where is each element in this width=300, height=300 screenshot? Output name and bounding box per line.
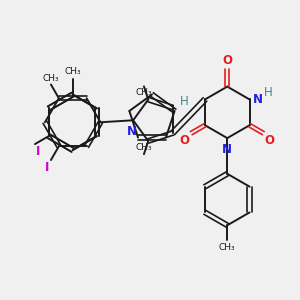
Text: CH₃: CH₃ xyxy=(136,88,152,97)
Text: H: H xyxy=(179,95,188,108)
Text: N: N xyxy=(222,143,232,156)
Text: O: O xyxy=(264,134,274,147)
Text: CH₃: CH₃ xyxy=(219,243,236,252)
Text: I: I xyxy=(45,161,49,174)
Text: CH₃: CH₃ xyxy=(43,74,59,82)
Text: O: O xyxy=(179,134,189,147)
Text: H: H xyxy=(264,86,272,99)
Text: I: I xyxy=(36,145,40,158)
Text: CH₃: CH₃ xyxy=(64,67,81,76)
Text: N: N xyxy=(253,93,262,106)
Text: N: N xyxy=(127,125,137,138)
Text: O: O xyxy=(222,54,232,67)
Text: CH₃: CH₃ xyxy=(136,143,152,152)
